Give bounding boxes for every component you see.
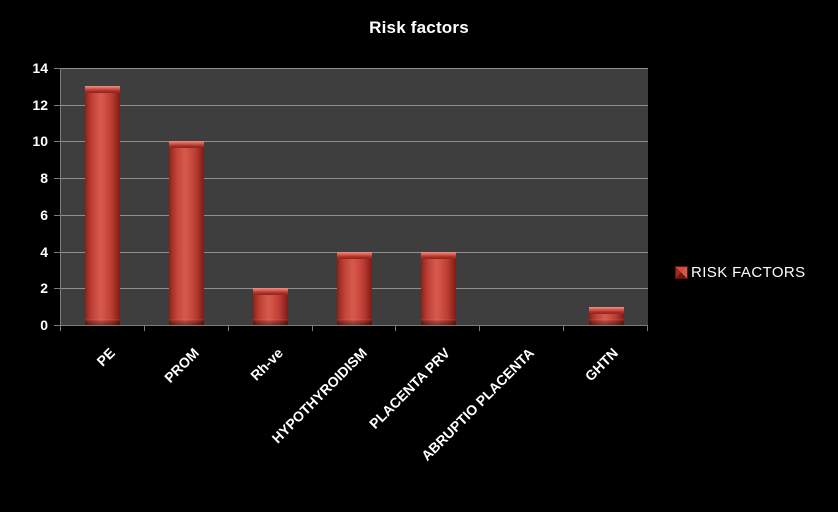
x-axis-label-hypothyroidism: HYPOTHYROIDISM — [268, 344, 371, 447]
legend: RISK FACTORS — [675, 264, 806, 281]
x-axis-label-abruptio-placenta: ABRUPTIO PLACENTA — [418, 344, 538, 464]
x-axis-tick — [563, 326, 564, 331]
y-axis-tick — [54, 252, 60, 253]
chart-title: Risk factors — [369, 18, 469, 37]
bar-hypothyroidism — [337, 252, 372, 325]
gridline — [61, 68, 648, 69]
bar-placenta-prv — [421, 252, 456, 325]
y-axis-label: 10 — [32, 133, 48, 149]
x-axis-tick — [312, 326, 313, 331]
gridline — [61, 105, 648, 106]
x-axis-tick — [144, 326, 145, 331]
y-axis-tick — [54, 105, 60, 106]
x-axis-tick — [228, 326, 229, 331]
gridline — [61, 215, 648, 216]
y-axis-label: 14 — [32, 60, 48, 76]
y-axis-tick — [54, 215, 60, 216]
y-axis-tick — [54, 288, 60, 289]
gridline — [61, 178, 648, 179]
y-axis-label: 6 — [40, 207, 48, 223]
y-axis-label: 12 — [32, 97, 48, 113]
bar-pe — [85, 86, 120, 325]
x-axis-label-ghtn: GHTN — [581, 344, 622, 385]
bar-ghtn — [589, 307, 624, 325]
y-axis-tick — [54, 141, 60, 142]
x-axis-label-prom: PROM — [161, 344, 203, 386]
y-axis-label: 0 — [40, 317, 48, 333]
y-axis-tick — [54, 68, 60, 69]
x-axis-tick — [479, 326, 480, 331]
x-axis-tick — [647, 326, 648, 331]
y-axis-label: 4 — [40, 244, 48, 260]
y-axis-label: 8 — [40, 170, 48, 186]
y-axis-tick — [54, 325, 60, 326]
bar-rh-ve — [253, 288, 288, 325]
x-axis-tick — [395, 326, 396, 331]
x-axis-tick — [60, 326, 61, 331]
y-axis-tick — [54, 178, 60, 179]
x-axis-label-rh-ve: Rh-ve — [247, 344, 287, 384]
legend-label: RISK FACTORS — [691, 264, 806, 281]
bar-prom — [169, 141, 204, 325]
gridline — [61, 141, 648, 142]
legend-marker-icon — [675, 266, 688, 279]
y-axis-label: 2 — [40, 280, 48, 296]
plot-area — [60, 68, 648, 326]
